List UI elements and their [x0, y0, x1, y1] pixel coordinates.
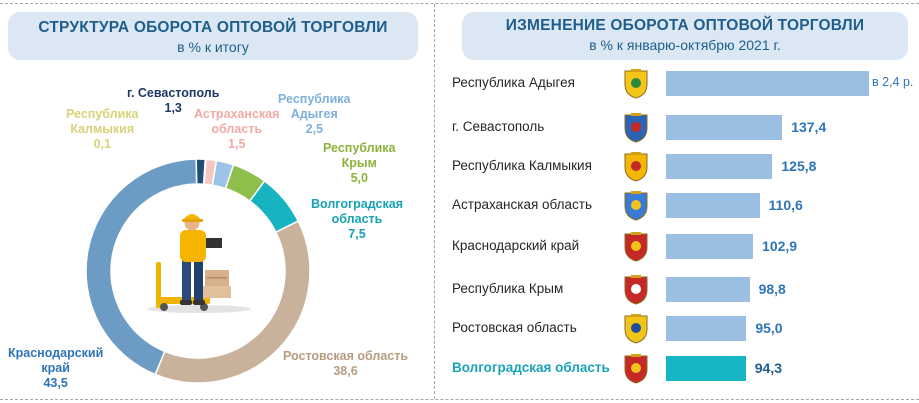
label-krasnodar-value: 43,5 [43, 376, 68, 390]
bottom-dashed-divider [0, 399, 919, 400]
label-crimea: Республика Крым 5,0 [323, 141, 396, 186]
label-sevastopol: г. Севастополь 1,3 [127, 86, 219, 116]
change-subtitle: в % к январю-октябрю 2021 г. [589, 37, 781, 53]
label-adygea-name-1: Республика [278, 92, 351, 106]
bar-crimea [666, 277, 750, 302]
bar-label-krasnodar: Краснодарский край [452, 238, 580, 253]
structure-title-box: СТРУКТУРА ОБОРОТА ОПТОВОЙ ТОРГОВЛИ в % к… [8, 12, 418, 60]
bar-krasnodar [666, 234, 754, 259]
coat-of-arms-kalmykia-icon [624, 152, 648, 182]
label-kalmykia-value: 0,1 [93, 137, 111, 151]
bar-value-rostov: 95,0 [755, 320, 783, 336]
coat-of-arms-sevastopol-icon [624, 113, 648, 143]
bar-adygea [666, 71, 869, 96]
label-adygea-name-2: Адыгея [290, 107, 338, 121]
top-dashed-divider [0, 3, 919, 4]
change-title-box: ИЗМЕНЕНИЕ ОБОРОТА ОПТОВОЙ ТОРГОВЛИ в % к… [462, 12, 908, 60]
bar-value-volgograd: 94,3 [754, 360, 782, 376]
label-volgograd-name-1: Волгоградская [311, 197, 403, 211]
label-kalmykia-name-2: Калмыкия [70, 122, 135, 136]
worker-illustration-icon [147, 214, 251, 313]
label-adygea: Республика Адыгея 2,5 [278, 92, 351, 137]
label-rostov: Ростовская область 38,6 [283, 349, 408, 379]
label-rostov-name: Ростовская область [283, 349, 409, 363]
label-volgograd-value: 7,5 [348, 227, 366, 241]
coat-of-arms-astrakhan-icon [624, 191, 648, 221]
label-sevastopol-name: г. Севастополь [127, 86, 220, 100]
bar-sevastopol [666, 115, 783, 140]
bar-value-krasnodar: 102,9 [762, 238, 798, 254]
bar-rostov [666, 316, 747, 341]
change-title: ИЗМЕНЕНИЕ ОБОРОТА ОПТОВОЙ ТОРГОВЛИ [505, 17, 865, 34]
coat-of-arms-rostov-icon [624, 314, 648, 344]
label-crimea-name-2: Крым [341, 156, 377, 170]
donut-chart [85, 158, 311, 384]
bar-kalmykia [666, 154, 773, 179]
label-krasnodar-name-2: край [41, 361, 70, 375]
bar-label-rostov: Ростовская область [452, 320, 577, 335]
label-crimea-name-1: Республика [323, 141, 396, 155]
label-crimea-value: 5,0 [350, 171, 368, 185]
label-sevastopol-value: 1,3 [164, 101, 182, 115]
bar-label-astrakhan: Астраханская область [452, 197, 593, 212]
coat-of-arms-adygea-icon [624, 69, 648, 99]
bar-value-crimea: 98,8 [758, 281, 786, 297]
label-krasnodar-name-1: Краснодарский [8, 346, 104, 360]
bar-label-kalmykia: Республика Калмыкия [452, 158, 592, 173]
label-volgograd: Волгоградская область 7,5 [311, 197, 403, 242]
coat-of-arms-volgograd-icon [624, 354, 648, 384]
donut-slices [85, 158, 311, 384]
label-astrakhan-name-1: Астраханская [194, 107, 280, 121]
bar-value-sevastopol: 137,4 [791, 119, 827, 135]
label-kalmykia-name-1: Республика [66, 107, 139, 121]
label-krasnodar: Краснодарский край 43,5 [8, 346, 103, 391]
label-adygea-value: 2,5 [305, 122, 323, 136]
vertical-dashed-divider [434, 4, 435, 399]
bar-label-volgograd: Волгоградская область [452, 360, 610, 375]
label-astrakhan-value: 1,5 [228, 137, 246, 151]
bar-value-adygea: в 2,4 р. [872, 75, 914, 89]
label-astrakhan-name-2: область [211, 122, 263, 136]
bar-label-sevastopol: г. Севастополь [452, 119, 545, 134]
label-volgograd-name-2: область [331, 212, 383, 226]
bar-label-adygea: Республика Адыгея [452, 75, 575, 90]
bar-value-astrakhan: 110,6 [768, 197, 803, 213]
donut-slice-krasnodar [85, 158, 198, 376]
label-kalmykia: Республика Калмыкия 0,1 [66, 107, 139, 152]
label-astrakhan: Астраханская область 1,5 [194, 107, 279, 152]
bar-volgograd [666, 356, 746, 381]
bar-value-kalmykia: 125,8 [781, 158, 817, 174]
bar-label-crimea: Республика Крым [452, 281, 564, 296]
coat-of-arms-krasnodar-icon [624, 232, 648, 262]
structure-title: СТРУКТУРА ОБОРОТА ОПТОВОЙ ТОРГОВЛИ [38, 19, 388, 36]
structure-subtitle: в % к итогу [177, 39, 249, 55]
label-rostov-value: 38,6 [333, 364, 358, 378]
bar-astrakhan [666, 193, 760, 218]
coat-of-arms-crimea-icon [624, 275, 648, 305]
